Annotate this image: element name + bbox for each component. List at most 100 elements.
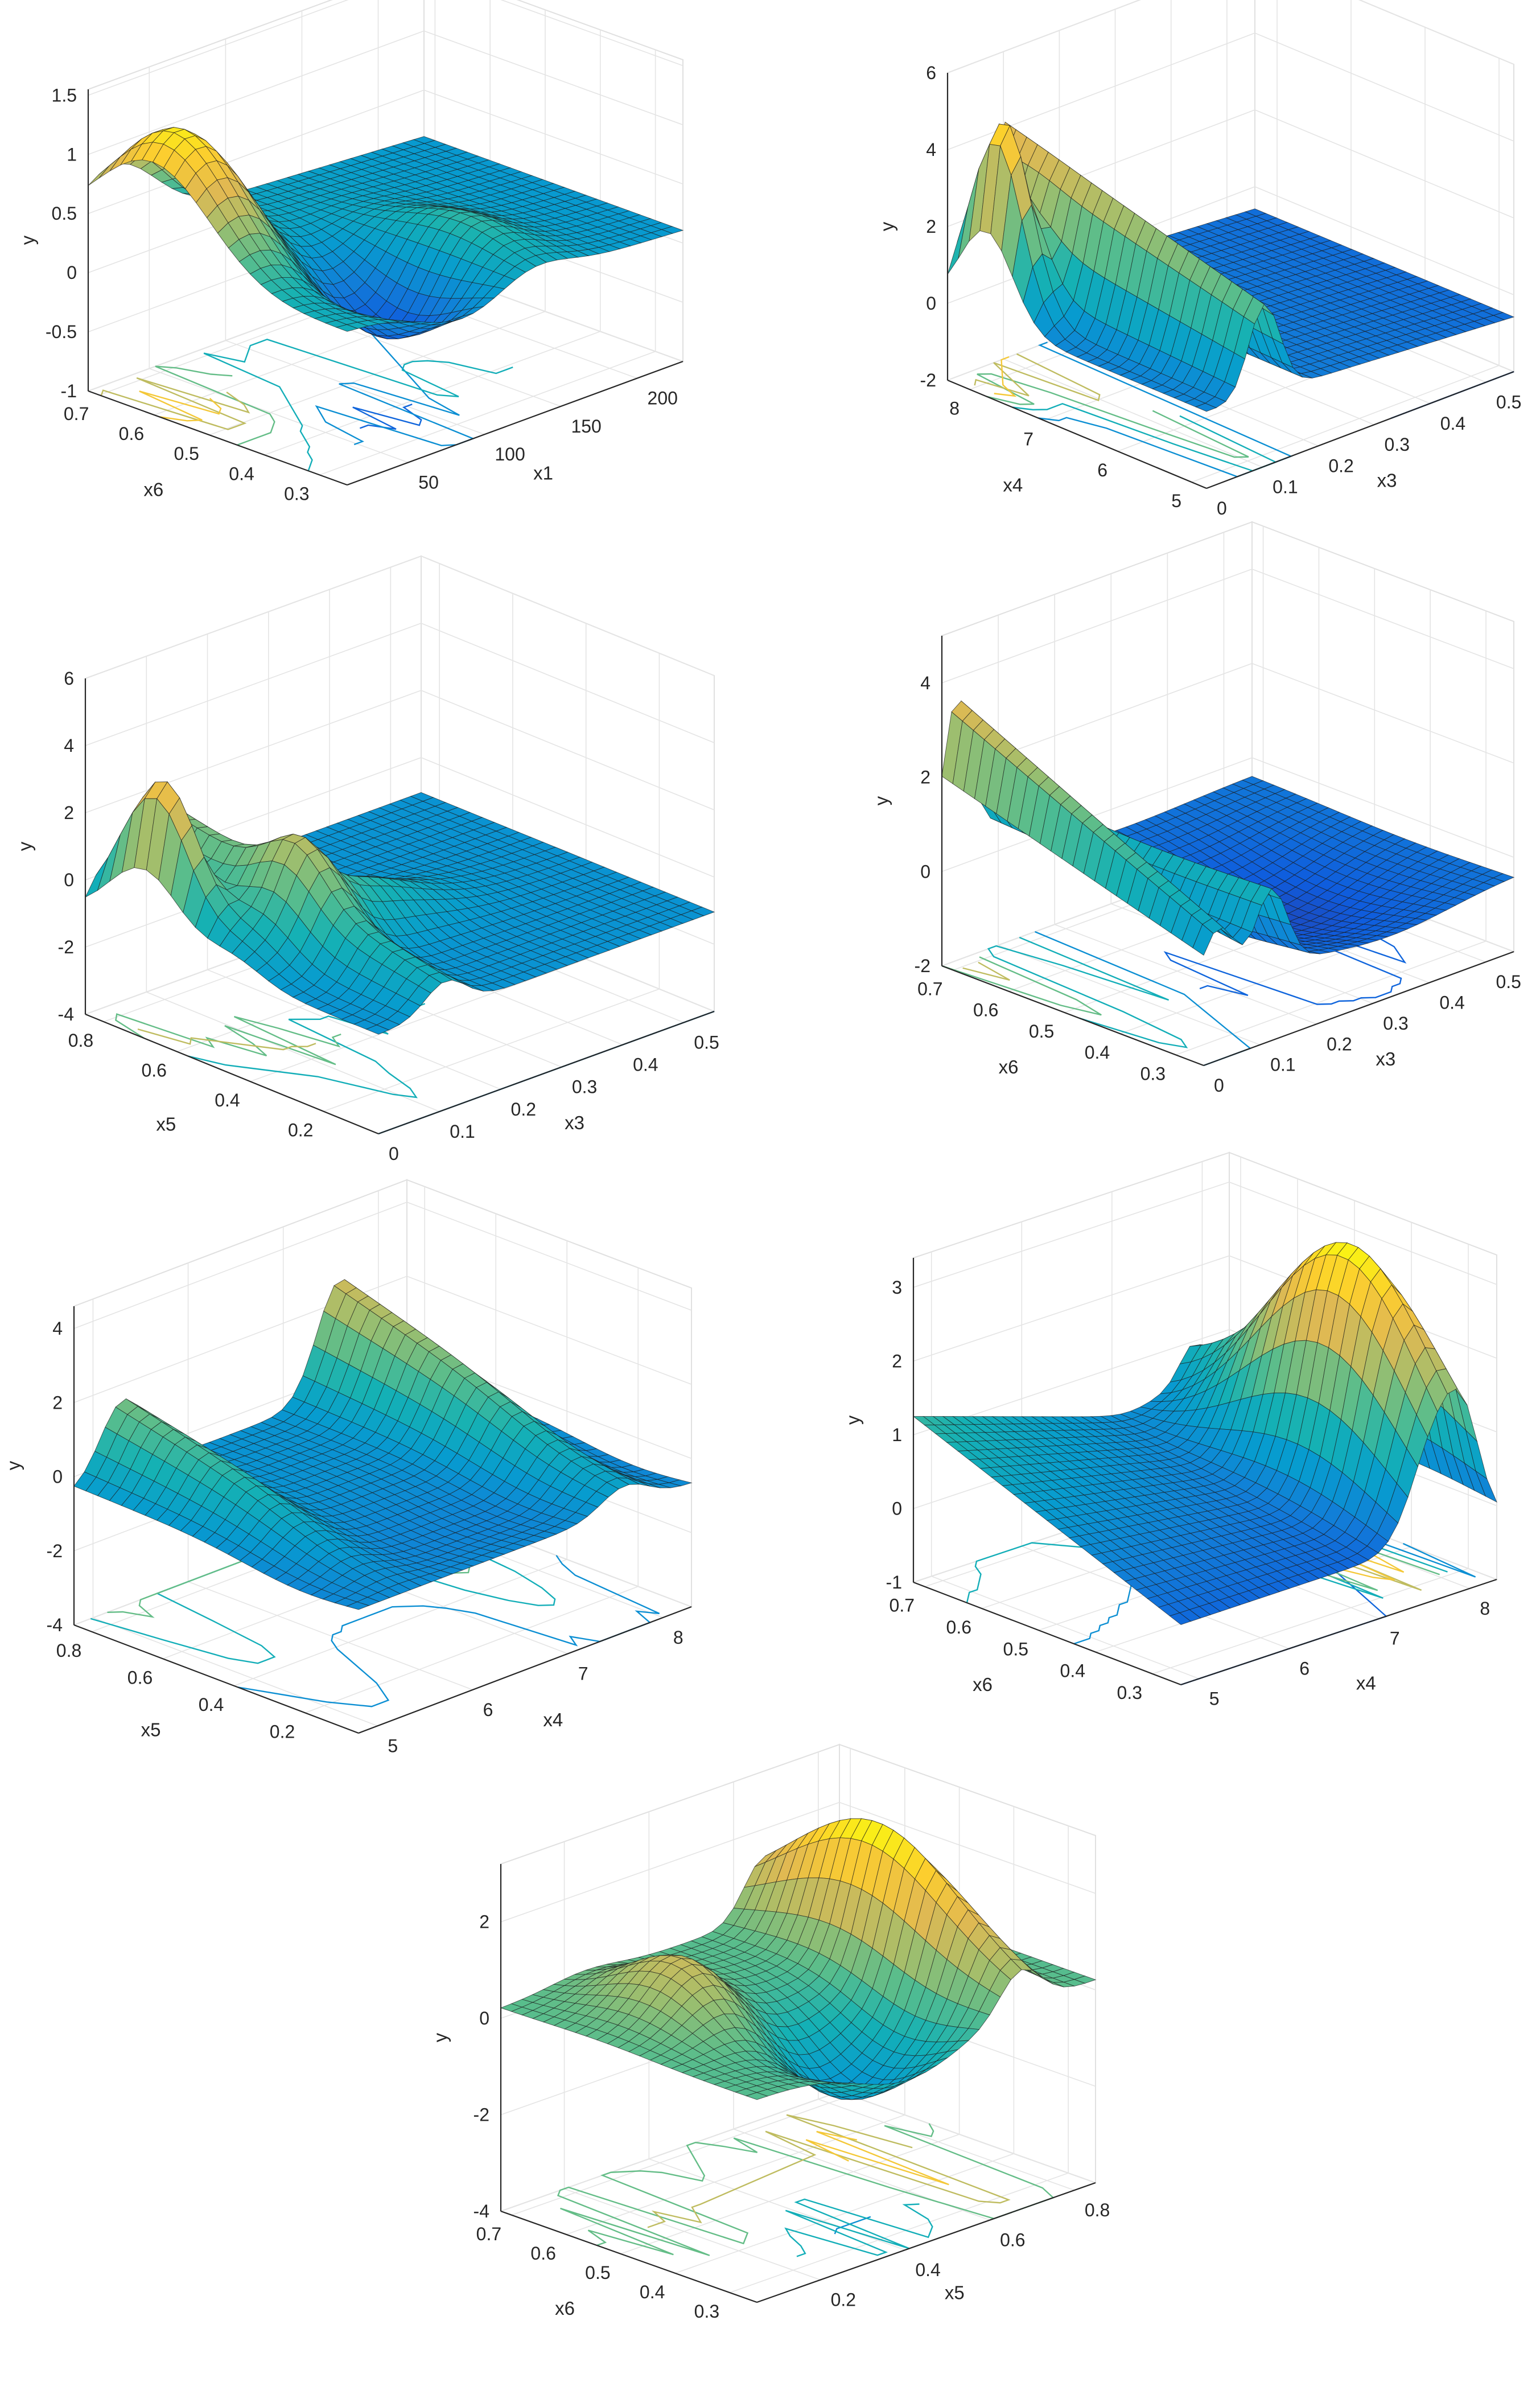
x-axis-label: x4 [1356,1672,1376,1693]
y-axis-label: x5 [141,1719,161,1741]
z-tick-label: 0 [926,293,936,314]
x-tick-label: 0.3 [1385,434,1410,455]
axis-lines [73,1306,692,1734]
x-tick-label: 0.4 [633,1055,658,1075]
y-axis-label: x6 [143,479,163,500]
z-tick-label: 0 [52,1467,63,1487]
y-tick-label: 0.5 [174,443,199,464]
x-axis-label: x3 [1377,470,1397,491]
x-tick-label: 0 [1214,1075,1224,1096]
z-axis-label: y [14,841,35,851]
y-tick-label: 0.6 [119,423,144,444]
axis-lines [912,1258,1497,1686]
x-tick-label: 200 [648,388,678,409]
surface-mesh [941,700,1515,956]
x-tick-label: 0.1 [1270,1055,1295,1075]
z-tick-label: -4 [473,2201,489,2221]
x-tick-label: 0.3 [1383,1013,1408,1034]
z-tick-label: -2 [473,2105,489,2125]
x-tick-label: 7 [1390,1628,1400,1649]
z-tick-label: 0 [64,870,74,890]
x-tick-label: 100 [495,444,525,464]
axis-lines [946,73,1514,489]
chart-panel-5: 5 6 7 8 0.2 0.4 0.6 0.8 -4 -2 0 2 4 x4 x5 y [3,1179,693,1756]
y-tick-label: 0.4 [640,2282,665,2302]
y-axis-label: x5 [156,1114,176,1135]
surface-mesh [88,127,684,339]
axis-lines [87,89,683,486]
axis-lines [84,678,715,1135]
x-axis-label: x5 [945,2282,965,2303]
z-tick-label: 2 [479,1912,489,1932]
y-tick-label: 0.5 [1029,1021,1054,1042]
y-tick-label: 0.5 [1003,1639,1028,1659]
z-tick-label: -2 [47,1541,63,1561]
x-tick-label: 5 [1209,1688,1220,1709]
x-tick-label: 0.5 [1496,972,1521,992]
chart-panel-4: 0 0.1 0.2 0.3 0.4 0.5 0.3 0.4 0.5 0.6 0.7-2 0 2 4 x3 x6… [871,521,1521,1096]
z-tick-label: -4 [47,1615,63,1635]
x-axis-label: x4 [543,1709,563,1730]
z-tick-label: 0 [479,2008,489,2029]
x-tick-label: 0.2 [1327,1034,1352,1054]
y-tick-label: 0.7 [890,1595,915,1616]
y-tick-label: 0.7 [917,978,942,999]
x-tick-label: 0.4 [1439,993,1464,1013]
x-tick-label: 0.2 [511,1099,536,1120]
x-tick-label: 150 [571,416,601,437]
z-axis-label: y [3,1460,24,1470]
z-tick-label: -2 [915,956,930,976]
chart-panel-1: 50 100 150 200 0.3 0.4 0.5 0.6 0.7 -1 -0.5 0 0.5 1 1.5… [17,0,685,504]
z-tick-label: 3 [892,1277,902,1298]
y-tick-label: 0.3 [694,2301,719,2322]
y-axis-label: x6 [973,1674,993,1695]
z-tick-label: 4 [926,139,936,160]
y-tick-label: 0.3 [1140,1063,1166,1084]
z-tick-label: 1 [67,144,77,164]
x-tick-label: 0.2 [1328,455,1353,476]
x-tick-label: 0.4 [915,2260,940,2280]
y-tick-label: 0.8 [68,1030,93,1051]
y-tick-label: 0.7 [64,404,89,424]
x-tick-label: 8 [1480,1598,1490,1619]
z-tick-label: 0.5 [52,203,77,224]
x-tick-label: 0.6 [1000,2230,1025,2250]
y-tick-label: 0.4 [229,463,254,484]
x-tick-label: 0 [389,1143,399,1164]
y-tick-label: 7 [1023,429,1033,450]
z-tick-label: -0.5 [46,322,77,342]
z-tick-label: 0 [920,861,930,882]
z-tick-label: -2 [58,937,74,957]
y-tick-label: 0.8 [56,1640,81,1661]
surface-mesh [73,1279,693,1610]
y-tick-label: 0.2 [270,1721,295,1742]
x-tick-label: 0.1 [1273,477,1298,497]
chart-panel-6: 5 6 7 8 0.3 0.4 0.5 0.6 0.7-1 0 1 2 3 x4 x6 y [842,1151,1498,1709]
x-tick-label: 50 [418,472,439,493]
y-tick-label: 0.4 [1060,1661,1085,1681]
x-tick-label: 0 [1217,498,1227,519]
x-axis-label: x3 [565,1112,584,1133]
x-tick-label: 0.1 [450,1121,475,1142]
x-axis-label: x3 [1376,1048,1395,1069]
z-tick-label: 4 [920,673,930,693]
y-axis-label: x4 [1003,475,1023,496]
chart-panel-7: 0.2 0.4 0.6 0.8 0.3 0.4 0.5 0.6 0.7 -4 -2 0 2 x5 x6 y [430,1743,1110,2322]
surface-mesh [84,781,715,1035]
y-tick-label: 0.5 [585,2262,610,2283]
y-tick-label: 0.2 [288,1120,313,1141]
x-tick-label: 0.5 [694,1032,719,1053]
y-tick-label: 0.4 [199,1694,224,1715]
chart-panel-2: 0 0.1 0.2 0.3 0.4 0.5 5 6 7 8 -2 0 2 4 6 x3 x4 y [876,0,1521,519]
z-axis-label: y [17,235,38,245]
z-tick-label: 1 [892,1425,902,1445]
x-tick-label: 0.3 [572,1077,597,1097]
y-tick-label: 0.6 [973,1000,998,1021]
y-tick-label: 0.7 [476,2224,501,2244]
z-tick-label: -2 [920,370,936,390]
z-tick-label: 2 [52,1392,63,1413]
y-tick-label: 5 [1171,491,1181,511]
x-tick-label: 5 [388,1735,398,1756]
surface-mesh [500,1818,1097,2100]
